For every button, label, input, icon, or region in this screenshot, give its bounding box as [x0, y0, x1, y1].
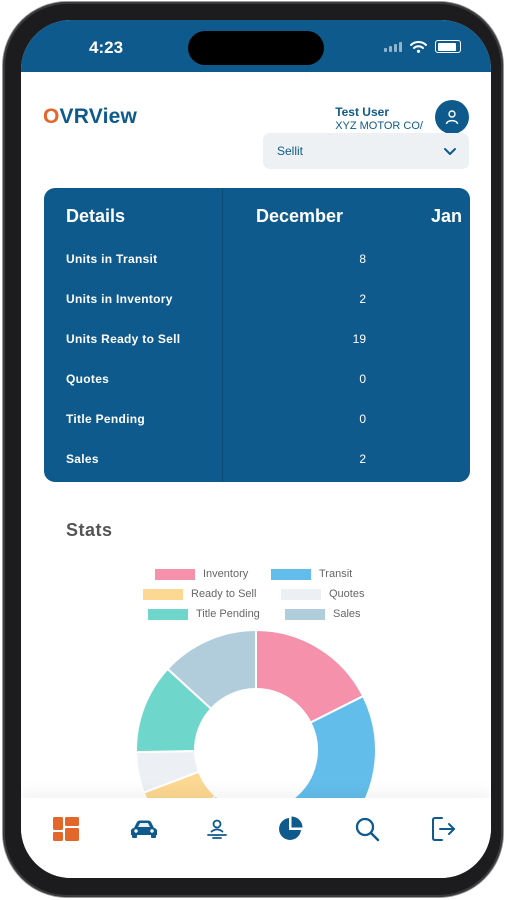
legend-label: Quotes [329, 588, 365, 600]
legend-swatch [271, 568, 311, 580]
legend-item-transit[interactable]: Transit [271, 568, 352, 580]
legend-swatch [285, 608, 325, 620]
phone-frame: 4:23 OVRView Test User XYZ MOTOR C [3, 2, 503, 897]
month-header-next: Jan [431, 206, 463, 226]
details-header: Details [66, 206, 126, 226]
nav-vehicles[interactable] [129, 814, 159, 844]
legend-item-inventory[interactable]: Inventory [155, 568, 248, 580]
row-value: 0 [359, 412, 366, 426]
user-name: Test User [335, 105, 389, 119]
nav-search[interactable] [352, 814, 382, 844]
app-header: OVRView Test User XYZ MOTOR CO/ [21, 72, 491, 142]
profile-button[interactable] [435, 100, 469, 134]
row-label: Sales [66, 452, 99, 466]
row-label: Units Ready to Sell [66, 332, 181, 346]
legend-item-ready-to-sell[interactable]: Ready to Sell [143, 588, 256, 600]
row-value: 8 [359, 252, 366, 266]
dealer-select[interactable]: Sellit [263, 133, 469, 169]
legend-label: Inventory [203, 568, 249, 580]
legend-swatch [281, 588, 321, 600]
month-header-december: December [256, 206, 344, 226]
legend-label: Ready to Sell [191, 588, 257, 600]
dynamic-island [188, 31, 324, 65]
bottom-nav [21, 798, 491, 878]
nav-stats[interactable] [275, 814, 305, 844]
row-label: Quotes [66, 372, 110, 386]
row-value: 2 [359, 452, 366, 466]
stats-title: Stats [66, 520, 113, 540]
legend-label: Sales [333, 608, 361, 620]
legend-item-title-pending[interactable]: Title Pending [148, 608, 260, 620]
logout-icon [432, 817, 455, 841]
legend-swatch [148, 608, 188, 620]
user-info: Test User XYZ MOTOR CO/ [335, 105, 423, 132]
pie-chart-icon [279, 816, 303, 840]
person-icon [445, 110, 459, 125]
row-value: 2 [359, 292, 366, 306]
legend-label: Title Pending [196, 608, 260, 620]
legend-swatch [155, 568, 195, 580]
person-pin-icon [207, 819, 227, 839]
legend-item-sales[interactable]: Sales [285, 608, 361, 620]
row-value: 19 [352, 332, 366, 346]
ovrview-logo: OVRView [43, 105, 138, 128]
nav-contacts[interactable] [202, 814, 232, 844]
row-value: 0 [359, 372, 366, 386]
nav-logout[interactable] [429, 814, 459, 844]
legend-label: Transit [319, 568, 353, 580]
battery-icon [435, 40, 461, 53]
row-label: Title Pending [66, 412, 146, 426]
donut-slice-sales[interactable] [166, 628, 257, 711]
car-icon [131, 820, 157, 838]
signal-icon [384, 41, 402, 52]
status-icons [384, 40, 461, 53]
legend-item-quotes[interactable]: Quotes [281, 588, 364, 600]
row-label: Units in Inventory [66, 292, 173, 306]
details-table[interactable]: Details December Jan Units in Transit 8 … [44, 188, 470, 482]
search-icon [355, 817, 380, 842]
app-screen: 4:23 OVRView Test User XYZ MOTOR C [21, 20, 491, 878]
status-time: 4:23 [89, 38, 124, 57]
row-label: Units in Transit [66, 252, 158, 266]
company-name: XYZ MOTOR CO/ [335, 120, 423, 132]
status-bar: 4:23 [21, 20, 491, 72]
nav-dashboard[interactable] [51, 814, 81, 844]
legend-swatch [143, 588, 183, 600]
dashboard-icon [53, 817, 79, 841]
chevron-down-icon [444, 148, 456, 155]
wifi-icon [410, 40, 427, 53]
dealer-select-value: Sellit [277, 144, 304, 158]
column-divider [222, 188, 223, 482]
